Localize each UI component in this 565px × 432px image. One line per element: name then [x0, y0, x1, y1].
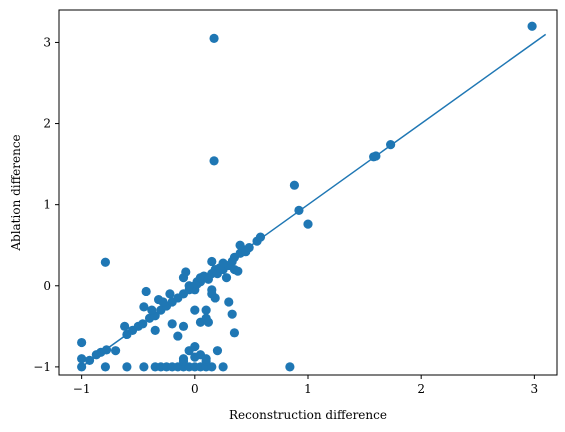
data-point — [110, 346, 121, 356]
data-point — [100, 362, 111, 372]
data-point — [77, 362, 87, 372]
data-point — [139, 302, 149, 312]
y-tick-label: 2 — [43, 117, 51, 131]
data-point — [371, 151, 381, 161]
data-point — [255, 232, 266, 242]
x-tick-label: −1 — [73, 382, 91, 396]
data-point — [209, 156, 219, 166]
data-point — [229, 328, 240, 338]
data-point — [210, 293, 220, 303]
data-point — [218, 258, 228, 268]
data-point — [139, 362, 149, 372]
y-tick-label: 1 — [43, 198, 51, 212]
data-point — [184, 281, 194, 291]
data-point — [224, 297, 234, 307]
data-point — [190, 305, 200, 315]
data-point — [141, 286, 151, 297]
data-point — [100, 257, 111, 267]
data-point — [207, 285, 217, 295]
data-point — [221, 273, 232, 283]
y-axis-label: Ablation difference — [9, 134, 23, 251]
data-point — [303, 219, 313, 229]
data-point — [120, 321, 130, 331]
data-point — [386, 140, 396, 150]
x-tick-label: 1 — [304, 382, 312, 396]
data-point — [181, 267, 191, 277]
data-point — [207, 256, 217, 267]
data-point — [150, 325, 160, 335]
data-point — [167, 319, 177, 329]
data-point — [184, 346, 194, 356]
data-point — [285, 362, 295, 372]
x-tick-label: 0 — [191, 382, 199, 396]
data-point — [212, 346, 223, 356]
data-point — [84, 355, 95, 365]
data-point — [233, 266, 243, 276]
data-point — [101, 345, 112, 355]
data-point — [77, 337, 87, 348]
data-point — [201, 305, 211, 315]
plot-frame — [58, 9, 558, 376]
data-point — [209, 33, 219, 43]
x-axis-label: Reconstruction difference — [229, 408, 387, 422]
data-point — [173, 331, 183, 341]
data-point — [147, 305, 157, 315]
x-tick-label: 2 — [417, 382, 425, 396]
data-point — [122, 362, 132, 372]
data-point — [244, 243, 254, 253]
data-point — [201, 354, 211, 364]
data-point — [207, 362, 217, 372]
data-point — [178, 354, 189, 364]
data-point — [178, 321, 189, 331]
data-point — [203, 274, 213, 284]
data-point — [203, 317, 213, 327]
data-point — [527, 21, 537, 31]
y-tick-label: −1 — [33, 360, 51, 374]
data-point — [235, 240, 245, 250]
data-point — [289, 180, 300, 190]
data-point — [77, 354, 87, 364]
data-point — [218, 362, 228, 372]
data-point — [294, 205, 304, 215]
data-point — [165, 289, 175, 299]
x-tick-label: 3 — [531, 382, 539, 396]
data-point — [227, 309, 237, 319]
y-tick-label: 3 — [43, 35, 51, 49]
y-tick-label: 0 — [43, 279, 51, 293]
data-point — [158, 297, 168, 307]
data-point — [138, 319, 148, 329]
